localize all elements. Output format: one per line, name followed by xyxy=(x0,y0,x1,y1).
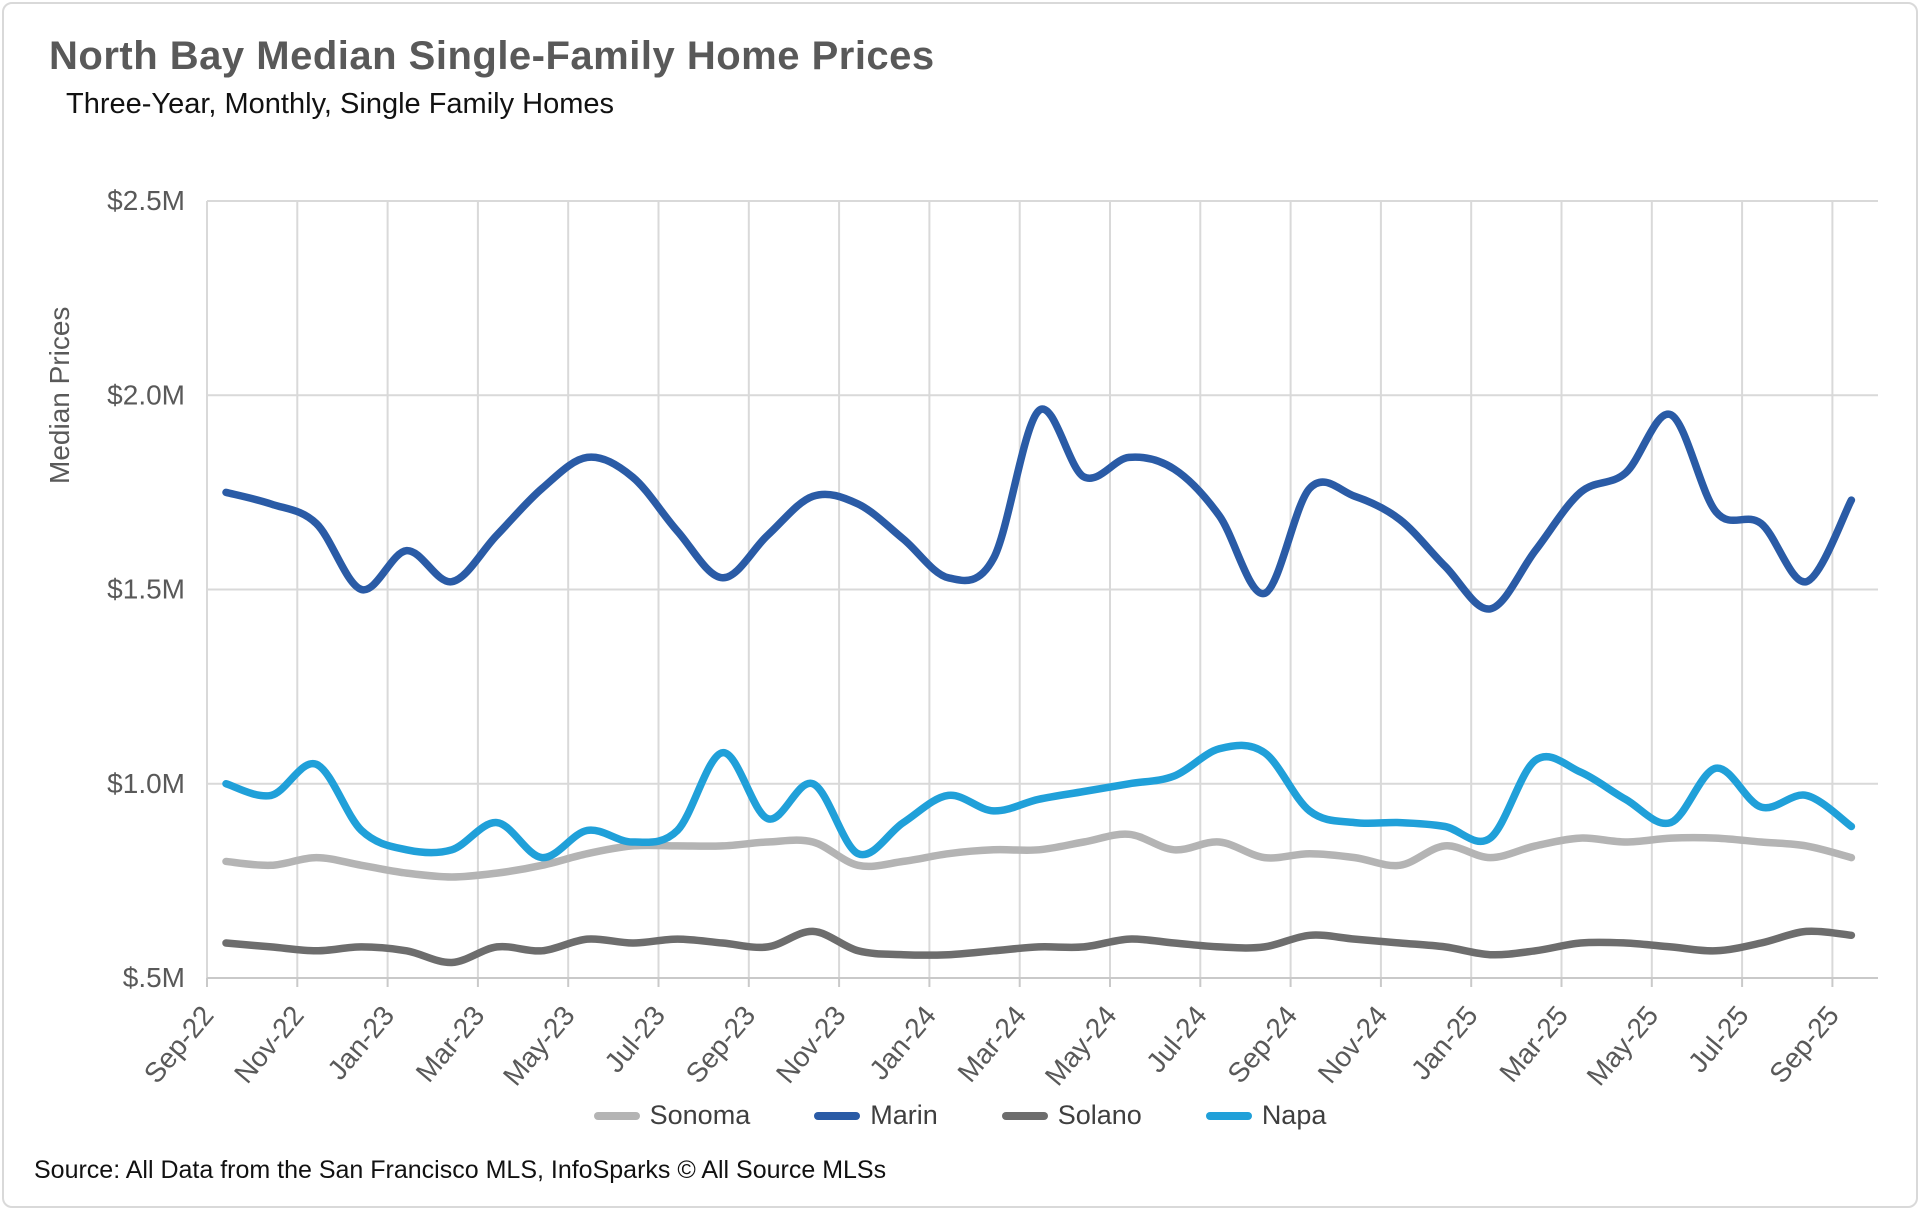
legend-item-solano: Solano xyxy=(1001,1100,1142,1131)
series-line-marin xyxy=(222,405,1856,613)
source-note: Source: All Data from the San Francisco … xyxy=(34,1156,887,1184)
legend-swatch-sonoma xyxy=(593,1111,640,1120)
legend-swatch-napa xyxy=(1205,1111,1252,1120)
x-tick-label: Sep-25 xyxy=(1763,1000,1845,1089)
x-tick-label: Jul-25 xyxy=(1682,1000,1755,1078)
legend-label: Marin xyxy=(870,1100,938,1130)
x-tick-label: Mar-25 xyxy=(1493,1000,1574,1088)
page-title: North Bay Median Single-Family Home Pric… xyxy=(49,34,935,78)
x-tick-label: Sep-22 xyxy=(138,1000,220,1089)
series-line-sonoma xyxy=(222,830,1856,881)
x-tick-label: Jan-25 xyxy=(1405,1000,1484,1086)
x-tick-label: May-24 xyxy=(1039,1000,1123,1091)
x-tick-label: Sep-23 xyxy=(680,1000,762,1089)
legend-item-marin: Marin xyxy=(814,1100,938,1131)
legend-label: Solano xyxy=(1057,1100,1142,1130)
x-tick-label: Nov-23 xyxy=(770,1000,852,1089)
legend-item-napa: Napa xyxy=(1205,1100,1327,1131)
legend-item-sonoma: Sonoma xyxy=(593,1100,751,1131)
y-tick-label: $1.0M xyxy=(107,768,185,799)
series-line-solano xyxy=(222,927,1856,967)
chart-legend: Sonoma Marin Solano Napa xyxy=(4,1100,1916,1131)
legend-label: Sonoma xyxy=(649,1100,751,1130)
y-tick-label: $2.0M xyxy=(107,379,185,410)
x-tick-label: Sep-24 xyxy=(1221,1000,1303,1089)
x-tick-label: May-23 xyxy=(497,1000,581,1091)
series-line-napa xyxy=(222,741,1856,862)
y-tick-label: $1.5M xyxy=(107,574,185,605)
x-tick-label: Jul-24 xyxy=(1140,1000,1213,1078)
x-tick-label: Jan-24 xyxy=(863,1000,942,1086)
x-tick-label: May-25 xyxy=(1581,1000,1665,1091)
x-tick-label: Jul-23 xyxy=(598,1000,671,1078)
legend-swatch-solano xyxy=(1001,1111,1048,1120)
legend-label: Napa xyxy=(1261,1100,1327,1130)
x-tick-label: Mar-24 xyxy=(952,1000,1033,1088)
legend-swatch-marin xyxy=(814,1111,861,1120)
x-tick-label: Nov-24 xyxy=(1312,1000,1394,1089)
y-tick-label: $2.5M xyxy=(107,185,185,216)
x-tick-label: Mar-23 xyxy=(410,1000,491,1088)
y-tick-label: $.5M xyxy=(123,962,185,993)
x-tick-label: Nov-22 xyxy=(228,1000,310,1089)
x-tick-label: Jan-23 xyxy=(321,1000,400,1086)
chart-subtitle: Three-Year, Monthly, Single Family Homes xyxy=(66,88,614,120)
